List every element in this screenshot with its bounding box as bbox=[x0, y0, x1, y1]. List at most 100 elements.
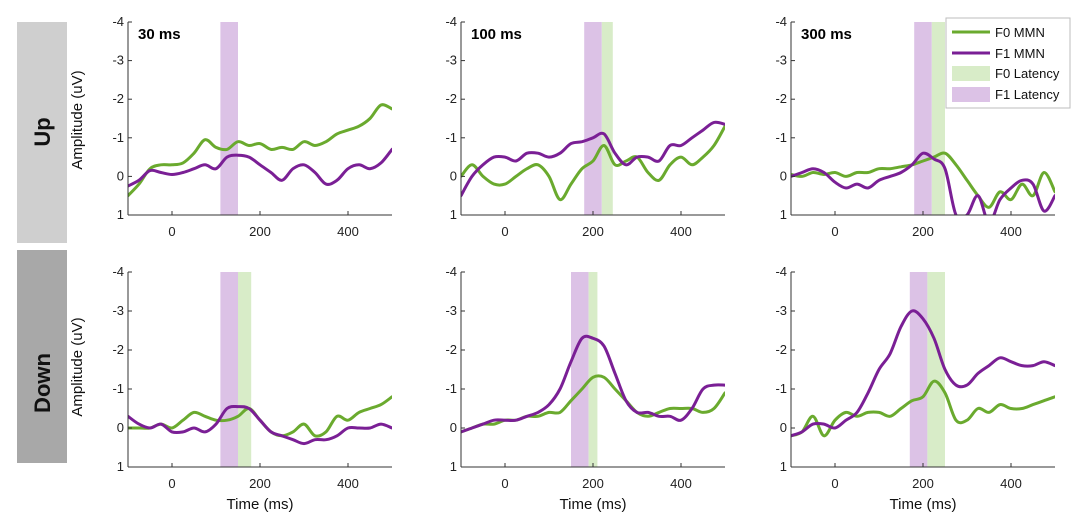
panel-up-3-x-tick-label: 200 bbox=[912, 224, 934, 239]
panel-up-2-f0-latency-band bbox=[601, 22, 613, 215]
panel-up-1-title: 30 ms bbox=[138, 26, 181, 43]
panel-down-3-f1-latency-band bbox=[909, 272, 928, 467]
panel-up-1-y-tick-label: -2 bbox=[112, 91, 124, 106]
panel-up-1-line-f1-mmn bbox=[128, 147, 392, 188]
panel-up-2-y-tick-label: 1 bbox=[450, 207, 457, 222]
panel-up-3-line-f0-mmn bbox=[791, 151, 1055, 209]
panel-down-3-y-tick-label: -4 bbox=[775, 264, 787, 279]
panel-up-3-y-tick-label: -4 bbox=[775, 14, 787, 29]
panel-up-2-line-f0-mmn bbox=[461, 124, 725, 202]
x-axis-label-col3: Time (ms) bbox=[890, 496, 957, 513]
panel-up-1-y-tick-label: 1 bbox=[117, 207, 124, 222]
row-label-down-background bbox=[17, 250, 67, 463]
panel-down-3-y-tick-label: 0 bbox=[780, 420, 787, 435]
panel-down-1-y-tick-label: -4 bbox=[112, 264, 124, 279]
panel-up-1-x-tick-label: 200 bbox=[249, 224, 271, 239]
panel-up-3-y-tick-label: 0 bbox=[780, 168, 787, 183]
panel-down-3-x-tick-label: 200 bbox=[912, 476, 934, 491]
panel-down-2-y-tick-label: 1 bbox=[450, 459, 457, 474]
panel-up-1-f1-latency-band bbox=[220, 22, 238, 215]
panel-down-2-y-tick-label: -4 bbox=[445, 264, 457, 279]
panel-up-2-series-group bbox=[461, 120, 725, 202]
panel-up-2-y-tick-label: 0 bbox=[450, 168, 457, 183]
x-axis-label-col1: Time (ms) bbox=[227, 496, 294, 513]
panel-down-3-y-tick-label: -2 bbox=[775, 342, 787, 357]
panel-up-1-x-tick-label: 400 bbox=[337, 224, 359, 239]
panel-up-2-x-tick-label: 200 bbox=[582, 224, 604, 239]
legend: F0 MMN F1 MMN F0 Latency F1 Latency bbox=[945, 17, 1071, 109]
legend-f1-latency-swatch bbox=[952, 87, 990, 102]
panel-up-3-f0-latency-band bbox=[931, 22, 945, 215]
panel-down-1-y-tick-label: -3 bbox=[112, 303, 124, 318]
panel-up-1-line-f0-mmn bbox=[128, 103, 392, 198]
panel-up-3-f1-latency-band bbox=[914, 22, 932, 215]
panel-down-3-series-group bbox=[791, 309, 1055, 438]
panel-down-2-x-tick-label: 0 bbox=[501, 476, 508, 491]
panel-down-1-x-tick-label: 0 bbox=[168, 476, 175, 491]
legend-f0-latency-label: F0 Latency bbox=[995, 66, 1060, 81]
panel-up-2-y-tick-label: -1 bbox=[445, 130, 457, 145]
panel-down-1-x-tick-label: 200 bbox=[249, 476, 271, 491]
panel-up-1-y-tick-label: -1 bbox=[112, 130, 124, 145]
panel-down-1-y-tick-label: 0 bbox=[117, 420, 124, 435]
panels: -4 -3 -2 -1 0 1 0 200 400 30 ms -4 -3 -2 -1 0 1 0 200 400 1… bbox=[112, 14, 1055, 491]
panel-up-3-line-f1-mmn bbox=[791, 151, 1055, 215]
panel-up-3-series-group bbox=[791, 151, 1055, 215]
panel-down-2: -4 -3 -2 -1 0 1 0 200 400 bbox=[445, 264, 725, 491]
legend-f0-mmn-label: F0 MMN bbox=[995, 25, 1045, 40]
panel-up-3-x-tick-label: 0 bbox=[831, 224, 838, 239]
panel-up-1: -4 -3 -2 -1 0 1 0 200 400 30 ms bbox=[112, 14, 392, 239]
row-label-up: Up bbox=[17, 22, 67, 243]
panel-up-3-y-tick-label: -2 bbox=[775, 91, 787, 106]
panel-down-2-x-tick-label: 200 bbox=[582, 476, 604, 491]
panel-up-2-line-f1-mmn bbox=[461, 120, 725, 198]
x-axis-label-col2: Time (ms) bbox=[560, 496, 627, 513]
panel-down-3-y-tick-label: -3 bbox=[775, 303, 787, 318]
panel-down-1-y-tick-label: -1 bbox=[112, 381, 124, 396]
panel-up-2: -4 -3 -2 -1 0 1 0 200 400 100 ms bbox=[445, 14, 725, 239]
panel-down-1: -4 -3 -2 -1 0 1 0 200 400 bbox=[112, 264, 392, 491]
panel-up-1-x-tick-label: 0 bbox=[168, 224, 175, 239]
panel-down-2-f1-latency-band bbox=[571, 272, 589, 467]
panel-down-3-line-f1-mmn bbox=[791, 309, 1055, 438]
panel-up-3: -4 -3 -2 -1 0 1 0 200 400 300 ms bbox=[775, 14, 1055, 239]
panel-up-1-y-tick-label: -3 bbox=[112, 53, 124, 68]
panel-down-1-series-group bbox=[128, 395, 392, 446]
row-label-down-text: Down bbox=[30, 353, 55, 413]
panel-up-2-title: 100 ms bbox=[471, 26, 522, 43]
panel-down-3-y-tick-label: -1 bbox=[775, 381, 787, 396]
panel-up-3-title: 300 ms bbox=[801, 26, 852, 43]
panel-up-1-y-tick-label: 0 bbox=[117, 168, 124, 183]
panel-down-1-f0-latency-band bbox=[238, 272, 252, 467]
panel-down-2-y-tick-label: -1 bbox=[445, 381, 457, 396]
panel-down-3-x-tick-label: 0 bbox=[831, 476, 838, 491]
panel-up-2-f1-latency-band bbox=[584, 22, 602, 215]
panel-up-1-series-group bbox=[128, 103, 392, 198]
panel-up-2-y-tick-label: -4 bbox=[445, 14, 457, 29]
panel-up-3-y-tick-label: 1 bbox=[780, 207, 787, 222]
y-axis-label-up: Amplitude (uV) bbox=[69, 70, 86, 169]
panel-down-3: -4 -3 -2 -1 0 1 0 200 400 bbox=[775, 264, 1055, 491]
panel-up-3-x-tick-label: 400 bbox=[1000, 224, 1022, 239]
panel-down-3-f0-latency-band bbox=[927, 272, 945, 467]
legend-f1-mmn-label: F1 MMN bbox=[995, 46, 1045, 61]
panel-down-2-y-tick-label: 0 bbox=[450, 420, 457, 435]
y-axis-label-down: Amplitude (uV) bbox=[69, 317, 86, 416]
panel-down-1-y-tick-label: -2 bbox=[112, 342, 124, 357]
panel-up-1-y-tick-label: -4 bbox=[112, 14, 124, 29]
panel-down-1-x-tick-label: 400 bbox=[337, 476, 359, 491]
panel-down-3-line-f0-mmn bbox=[791, 379, 1055, 438]
panel-up-3-y-tick-label: -3 bbox=[775, 53, 787, 68]
panel-down-1-y-tick-label: 1 bbox=[117, 459, 124, 474]
panel-down-2-y-tick-label: -3 bbox=[445, 303, 457, 318]
panel-up-2-y-tick-label: -3 bbox=[445, 53, 457, 68]
panel-up-2-x-tick-label: 0 bbox=[501, 224, 508, 239]
panel-up-3-y-tick-label: -1 bbox=[775, 130, 787, 145]
row-label-up-background bbox=[17, 22, 67, 243]
panel-down-3-x-tick-label: 400 bbox=[1000, 476, 1022, 491]
panel-up-2-x-tick-label: 400 bbox=[670, 224, 692, 239]
panel-down-2-y-tick-label: -2 bbox=[445, 342, 457, 357]
legend-f1-latency-label: F1 Latency bbox=[995, 87, 1060, 102]
panel-down-1-f1-latency-band bbox=[220, 272, 238, 467]
